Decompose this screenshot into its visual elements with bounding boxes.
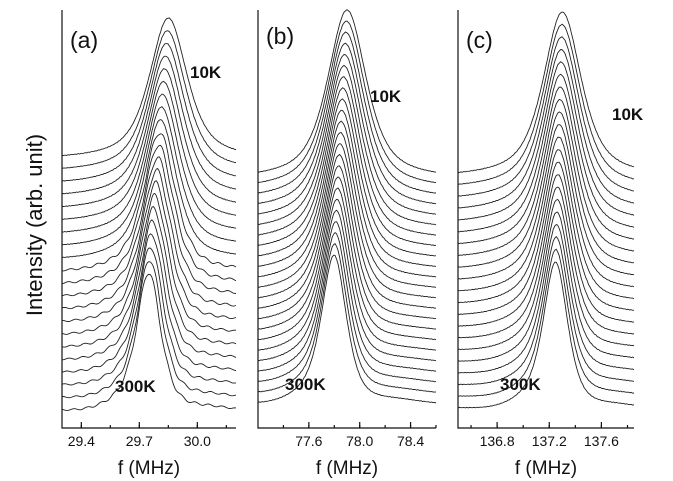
annotation-10k: 10K	[190, 63, 222, 82]
spectrum-trace	[257, 87, 437, 247]
axis-frame	[61, 10, 236, 429]
x-axis-label: f (MHz)	[316, 458, 378, 479]
axis-frame	[257, 10, 436, 429]
spectrum-trace	[457, 198, 635, 351]
panel-a: 29.4 29.7 30.0 (a) 10K 300K f (MHz)	[61, 10, 237, 479]
x-axis-label: f (MHz)	[118, 458, 180, 479]
annotation-300k: 300K	[115, 377, 156, 396]
annotation-300k: 300K	[285, 375, 326, 394]
spectrum-trace	[257, 209, 437, 362]
spectrum-trace	[61, 233, 237, 373]
spectrum-trace	[257, 109, 437, 267]
spectrum-trace	[457, 49, 635, 209]
x-axis-label: f (MHz)	[515, 458, 577, 479]
spectrum-trace	[457, 248, 635, 397]
spectrum-trace	[457, 186, 635, 339]
spectrum-trace	[457, 136, 635, 292]
x-tick-label: 29.7	[126, 433, 153, 449]
spectrum-trace	[61, 156, 237, 297]
x-tick-label: 136.8	[480, 433, 515, 449]
spectrum-trace	[457, 36, 635, 197]
spectrum-trace	[457, 111, 635, 268]
spectrum-trace	[457, 161, 635, 315]
spectrum-trace	[61, 192, 237, 335]
spectrum-trace	[257, 221, 437, 372]
x-tick-label: 137.2	[532, 433, 567, 449]
spectrum-trace	[257, 20, 437, 184]
spectrum-trace	[61, 80, 237, 220]
spectrum-trace	[257, 231, 437, 383]
panel-c: 136.8 137.2 137.6 (c) 10K 300K f (MHz)	[457, 10, 644, 479]
x-tick-label: 29.4	[68, 433, 95, 449]
spectrum-trace	[61, 119, 237, 259]
spectrum-trace	[61, 180, 237, 322]
panel-letter: (a)	[70, 27, 98, 53]
annotation-10k: 10K	[612, 105, 644, 124]
spectrum-trace	[62, 17, 237, 156]
spectrum-trace	[61, 273, 237, 411]
spectrum-trace	[257, 254, 437, 404]
spectrum-trace	[257, 42, 437, 205]
spectrum-trace	[458, 211, 635, 362]
panel-letter: (b)	[266, 23, 294, 49]
spectrum-trace	[62, 261, 237, 399]
spectrum-trace	[61, 93, 236, 233]
spectrum-trace	[61, 133, 237, 272]
spectrum-trace	[257, 76, 437, 236]
spectrum-trace	[257, 198, 437, 351]
spectrum-trace	[457, 11, 635, 173]
spectrum-trace	[457, 174, 635, 327]
spectrum-trace	[257, 176, 437, 330]
spectrum-trace	[457, 98, 635, 257]
x-tick-label: 77.6	[295, 433, 322, 449]
spectrum-trace	[457, 86, 635, 245]
spectrum-trace	[257, 98, 437, 257]
spectrum-trace	[61, 68, 237, 207]
panel-letter: (c)	[466, 27, 493, 53]
spectrum-trace	[457, 61, 635, 221]
spectrum-trace	[61, 144, 237, 285]
spectrum-trace	[457, 261, 635, 409]
spectrum-trace	[258, 54, 437, 215]
spectrum-trace	[457, 23, 635, 186]
x-tick-label: 78.0	[346, 433, 373, 449]
x-tick-label: 137.6	[584, 433, 619, 449]
annotation-10k: 10K	[370, 87, 402, 106]
spectrum-trace	[257, 64, 437, 226]
spectrum-trace	[457, 149, 635, 304]
x-tick-label: 30.0	[184, 433, 211, 449]
spectrum-trace	[61, 205, 237, 348]
spectrum-trace	[257, 165, 437, 320]
spectrum-trace	[61, 106, 237, 246]
annotation-300k: 300K	[500, 375, 541, 394]
panel-b: 77.6 78.0 78.4 (b) 10K 300K f (MHz)	[257, 9, 437, 479]
spectrum-trace	[257, 187, 437, 341]
spectrum-trace	[257, 153, 437, 309]
x-tick-label: 78.4	[397, 433, 424, 449]
spectrum-trace	[61, 30, 237, 169]
spectrum-trace	[257, 243, 437, 393]
spectrum-trace	[61, 247, 237, 386]
spectrum-trace	[257, 120, 437, 278]
spectrum-trace	[257, 143, 437, 299]
spectrum-trace	[257, 31, 436, 194]
spectrum-trace	[61, 219, 237, 361]
spectrum-trace	[61, 43, 237, 182]
panels-group: 29.4 29.7 30.0 (a) 10K 300K f (MHz) 77.6 78.0 78.…	[61, 9, 644, 479]
spectrum-trace	[61, 168, 237, 310]
y-axis-label: Intensity (arb. unit)	[22, 134, 47, 316]
spectrum-trace	[457, 73, 635, 233]
spectrum-trace	[457, 223, 635, 374]
spectrum-trace	[457, 124, 635, 280]
spectrum-trace	[257, 131, 437, 288]
spectrum-trace	[457, 236, 635, 386]
spectrum-trace	[257, 9, 437, 173]
spectrum-trace	[61, 55, 237, 195]
